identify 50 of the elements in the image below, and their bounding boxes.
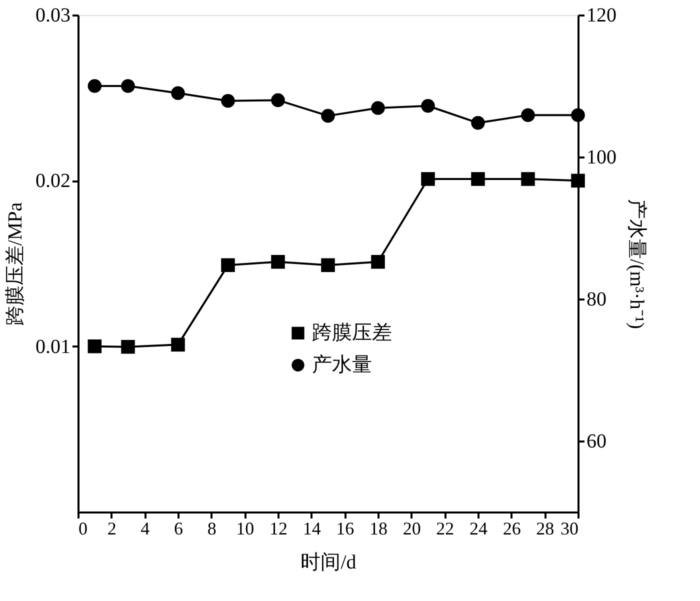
x-tick-label: 6 <box>174 518 183 538</box>
point <box>88 339 102 354</box>
point <box>421 172 435 186</box>
x-tick-label: 24 <box>470 518 488 538</box>
point <box>571 108 585 122</box>
y2-tick-label: 80 <box>586 288 606 310</box>
point <box>121 340 135 354</box>
x-tick-label: 14 <box>302 518 321 538</box>
x-tick-label: 4 <box>140 518 150 538</box>
y2-tick-label: 100 <box>586 146 616 168</box>
point <box>221 94 235 108</box>
point <box>121 79 135 93</box>
x-tick-label: 26 <box>502 518 521 538</box>
x-tick-label: 20 <box>402 518 421 538</box>
point <box>171 86 185 100</box>
legend-label: 跨膜压差 <box>312 322 392 344</box>
point <box>221 258 235 272</box>
point <box>321 258 335 272</box>
legend-label: 产水量 <box>312 354 372 376</box>
y-axis-title: 跨膜压差/MPa <box>4 202 26 326</box>
x-tick-label: 10 <box>236 518 254 538</box>
point <box>521 172 535 186</box>
x-tick-label: 0 <box>78 518 88 538</box>
x-tick-label: 28 <box>536 518 554 538</box>
y-tick-label: 0.03 <box>36 4 70 26</box>
y-tick-label: 0.02 <box>36 170 70 192</box>
x-tick-label: 30 <box>560 518 578 538</box>
point <box>271 254 285 269</box>
point <box>321 108 335 123</box>
point <box>521 108 535 122</box>
x-tick-label: 18 <box>370 518 388 538</box>
x-tick-label: 8 <box>207 518 216 538</box>
y2-tick-label: 60 <box>586 430 606 452</box>
point <box>471 172 485 186</box>
y-tick-label: 0.01 <box>36 336 70 358</box>
point <box>421 99 435 113</box>
x-axis-title: 时间/d <box>300 552 356 574</box>
point <box>271 93 285 108</box>
x-tick-label: 22 <box>436 518 454 538</box>
point <box>171 338 185 352</box>
point <box>471 116 485 130</box>
x-tick-label: 12 <box>270 518 288 538</box>
point <box>371 254 385 269</box>
point <box>571 174 585 188</box>
x-tick-label: 16 <box>336 518 354 538</box>
y2-tick-label: 120 <box>586 4 616 26</box>
point <box>88 79 102 93</box>
point <box>371 101 385 115</box>
x-tick-label: 2 <box>107 518 116 538</box>
y2-axis-title: 产水量/(m³·h⁻¹) <box>626 198 648 330</box>
